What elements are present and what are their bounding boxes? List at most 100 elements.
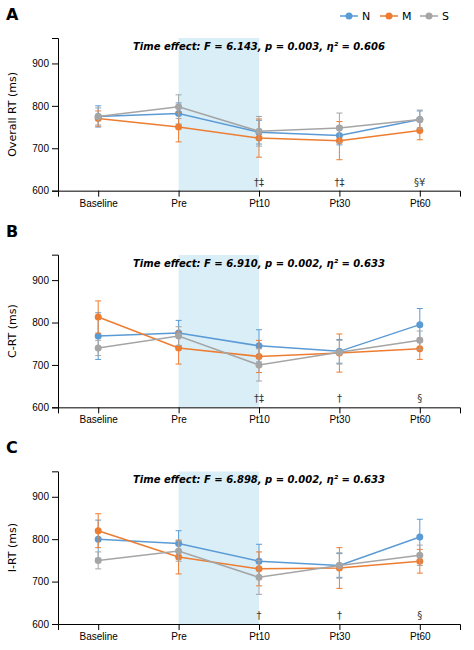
tick-mark <box>52 365 58 366</box>
tick-mark <box>52 106 58 107</box>
point <box>416 534 423 541</box>
point <box>336 348 343 355</box>
tick: Pt10 <box>249 191 270 209</box>
error-bar <box>95 313 101 360</box>
tick-label: 700 <box>32 576 49 587</box>
tick: 800 <box>32 534 58 545</box>
point <box>256 361 263 368</box>
tick-mark <box>52 497 58 498</box>
error-bar <box>176 95 182 119</box>
tick-mark <box>420 407 421 413</box>
error-bar <box>336 113 342 143</box>
tick-label: 900 <box>32 275 49 286</box>
tick-mark <box>52 539 58 540</box>
series <box>95 514 424 589</box>
annotation: †‡ <box>254 177 264 188</box>
point <box>416 337 423 344</box>
tick: 700 <box>32 576 58 587</box>
panel: BaselinePrePt10Pt30Pt60600700800900I-RT … <box>6 438 461 642</box>
error-bar <box>176 320 182 345</box>
point <box>175 333 182 340</box>
annotation: † <box>257 610 262 621</box>
error-bar <box>336 334 342 372</box>
tick-mark <box>179 624 180 630</box>
y-axis: 600 700 800 900 <box>32 472 58 630</box>
tick: 600 <box>32 619 58 630</box>
tick-label: 600 <box>32 185 49 196</box>
legend-label: S <box>442 10 449 23</box>
point <box>256 129 263 136</box>
error-bar <box>176 541 182 561</box>
point <box>95 314 102 321</box>
tick: Pre <box>171 191 187 209</box>
tick-mark <box>259 407 260 413</box>
tick: Baseline <box>80 191 119 209</box>
axis-title: I-RT (ms) <box>6 523 19 572</box>
panel-title: A <box>6 5 19 24</box>
point <box>336 349 343 356</box>
annotation: § <box>417 610 422 621</box>
axis-line <box>52 255 59 408</box>
error-bar <box>176 327 182 346</box>
axis-line <box>59 625 461 631</box>
tick: 700 <box>32 143 58 154</box>
tick: Pre <box>171 624 187 642</box>
panel: BaselinePrePt10Pt30Pt60600700800900Overa… <box>6 5 461 209</box>
error-bar <box>417 545 423 565</box>
tick-label: Pre <box>171 414 187 425</box>
axis-line <box>59 408 461 414</box>
tick: Pt10 <box>249 624 270 642</box>
error-bar <box>95 106 101 127</box>
tick-mark <box>259 191 260 197</box>
tick-mark <box>420 191 421 197</box>
error-bar <box>336 548 342 589</box>
chart-root: BaselinePrePt10Pt30Pt60600700800900Overa… <box>0 0 474 650</box>
tick-label: Pt30 <box>330 414 351 425</box>
plot-area <box>95 471 424 624</box>
tick-mark <box>52 280 58 281</box>
tick-mark <box>98 624 99 630</box>
tick-mark <box>98 407 99 413</box>
tick: 800 <box>32 317 58 328</box>
point <box>336 562 343 569</box>
tick-label: 900 <box>32 58 49 69</box>
axis-line <box>52 472 59 625</box>
tick-label: Baseline <box>80 414 119 425</box>
tick-label: Pt30 <box>330 198 351 209</box>
tick: Pt30 <box>330 407 351 425</box>
point <box>256 128 263 135</box>
y-axis: 600700800900 <box>32 255 58 413</box>
axis-line <box>59 191 461 197</box>
point <box>416 116 423 123</box>
tick: Pt60 <box>410 407 431 425</box>
subtitle: Time effect: F = 6.898, p = 0.002, η² = … <box>133 474 385 485</box>
legend-label: N <box>362 10 370 23</box>
plot-area <box>95 255 424 408</box>
series <box>95 327 424 381</box>
tick-label: 900 <box>32 491 49 502</box>
tick: 800 <box>32 101 58 112</box>
tick: Pt30 <box>330 624 351 642</box>
tick-label: Pt10 <box>249 198 270 209</box>
annotation: †‡ <box>254 393 264 404</box>
tick-label: 600 <box>32 402 49 413</box>
x-axis: BaselinePrePt10Pt30Pt60 <box>59 624 461 642</box>
axis-title: C-RT (ms) <box>6 304 19 358</box>
error-bar <box>95 301 101 333</box>
tick-mark <box>52 323 58 324</box>
error-bar <box>417 331 423 350</box>
tick-mark <box>52 582 58 583</box>
x-axis: BaselinePrePt10Pt30Pt60 <box>59 407 461 425</box>
annotation: † <box>337 610 342 621</box>
error-bar <box>176 332 182 364</box>
tick: Baseline <box>80 407 119 425</box>
error-bar <box>95 108 101 125</box>
legend-item: S <box>420 10 449 23</box>
point <box>336 124 343 131</box>
tick-mark <box>339 624 340 630</box>
error-bar <box>256 349 262 381</box>
tick-label: 800 <box>32 317 49 328</box>
tick: 900 <box>32 491 58 502</box>
tick-mark <box>52 624 58 625</box>
series <box>95 541 424 594</box>
